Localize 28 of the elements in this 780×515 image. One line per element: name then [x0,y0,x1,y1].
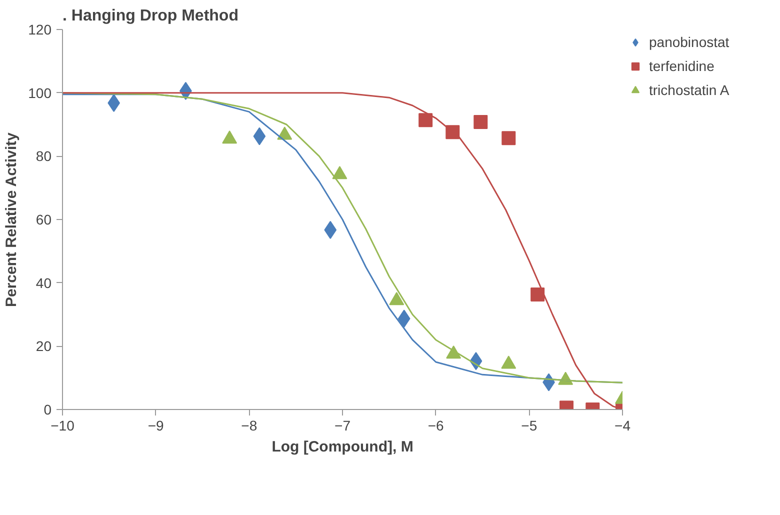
point [502,131,516,146]
x-tick-label: −7 [334,418,351,434]
y-tick-label: 120 [28,22,52,38]
y-axis-title: Percent Relative Activity [3,132,20,308]
chart-title: . Hanging Drop Method [62,8,238,24]
y-tick-label: 40 [36,274,52,291]
y-tick-label: 100 [28,84,52,101]
y-tick-label: 0 [44,402,52,418]
x-tick-label: −6 [428,418,444,434]
point [253,127,266,146]
y-tick-label: 60 [36,212,52,228]
y-tick-label: 80 [36,148,52,164]
x-tick-label: −5 [521,418,538,434]
point [501,356,516,369]
x-tick-label: −4 [614,418,631,434]
legend-label: terfenidine [649,58,714,74]
legend-label: panobinostat [649,34,730,50]
point [324,220,337,239]
point [389,292,404,306]
legend-label: trichostatin A [649,82,730,98]
x-axis-title: Log [Compound], M [272,438,414,456]
y-tick-label: 20 [36,338,52,354]
x-tick-label: −8 [241,418,258,434]
x-tick-label: −9 [148,418,164,434]
point [474,114,488,129]
x-tick-label: −10 [50,418,75,434]
point [332,166,348,180]
point [418,113,433,128]
